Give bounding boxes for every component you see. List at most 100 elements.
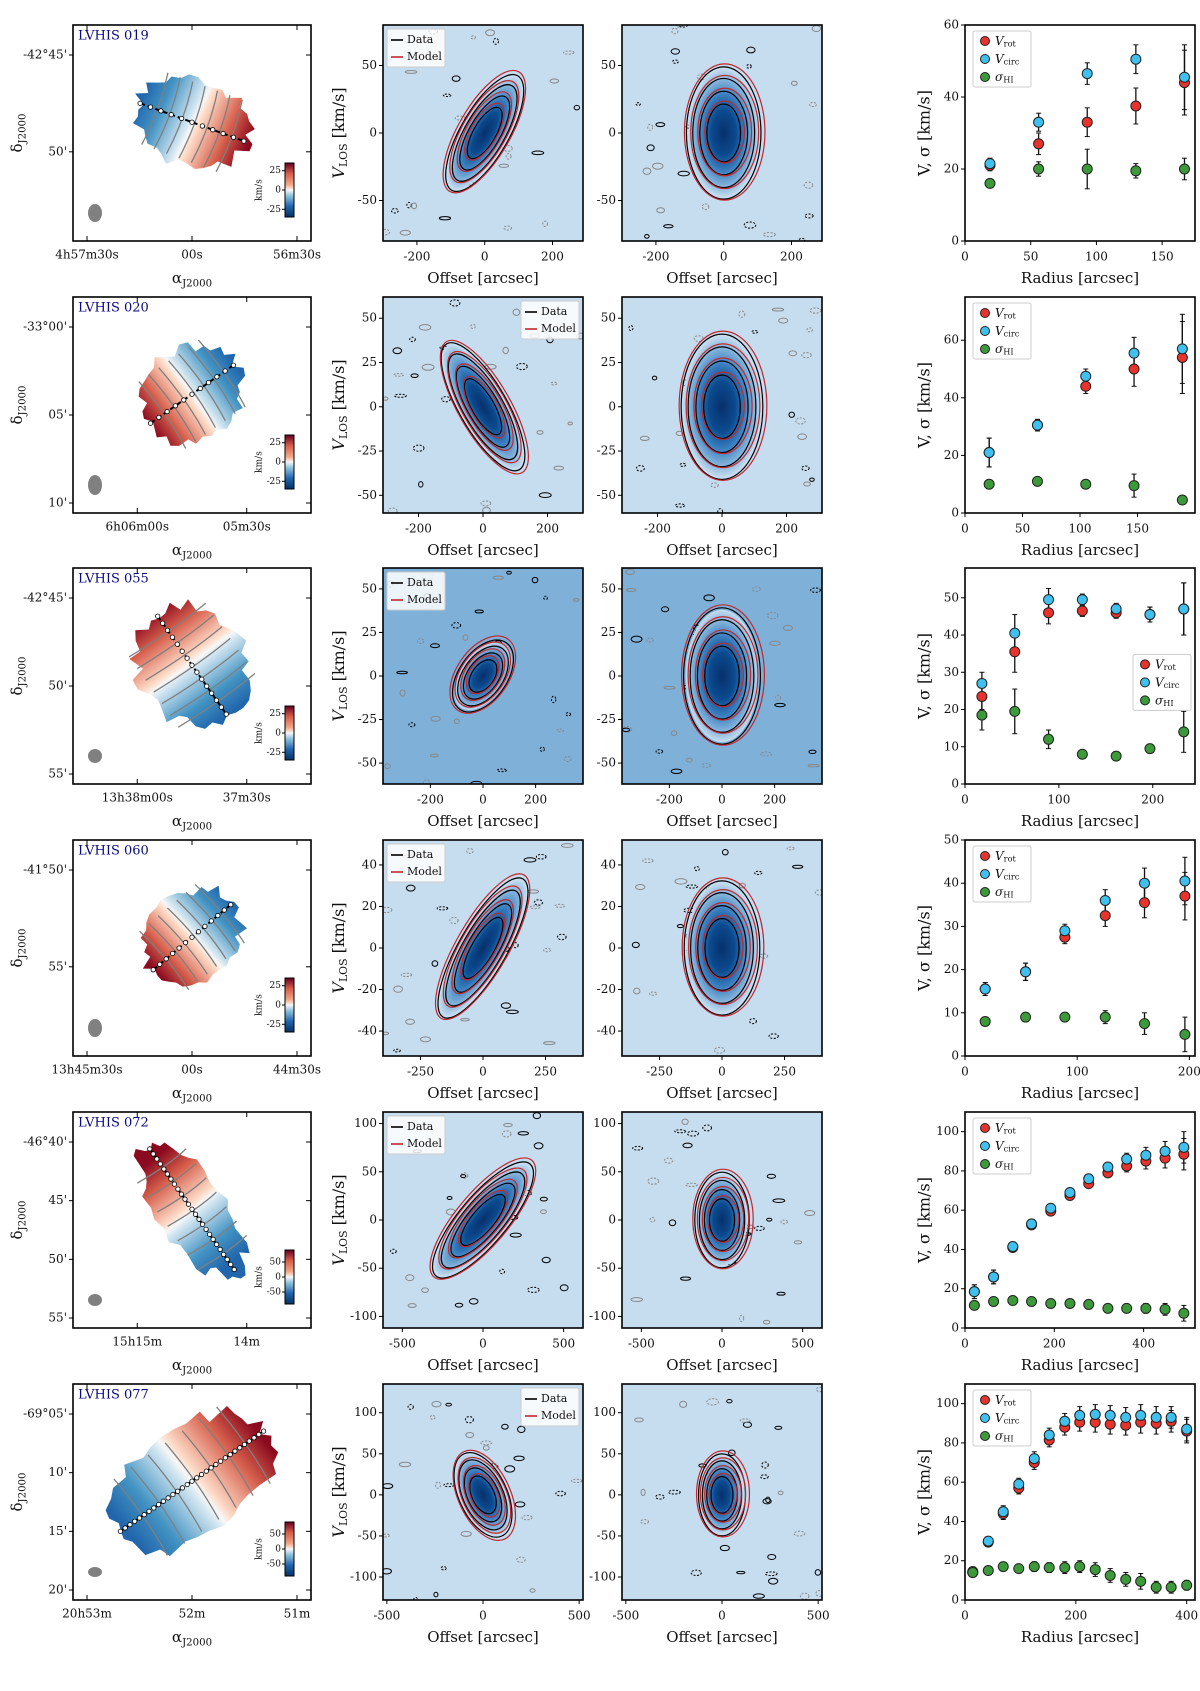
ring-position-marker xyxy=(192,1211,199,1217)
pv-y-tick-label: 50 xyxy=(362,1446,377,1460)
pv-y-tick-label: 0 xyxy=(608,941,616,955)
model-contour xyxy=(693,357,753,455)
legend-sigma-label: σHI xyxy=(995,342,1014,357)
ring-position-marker xyxy=(202,923,208,929)
iso-velocity-contour xyxy=(128,602,207,658)
model-contour xyxy=(439,339,529,475)
noise-contour xyxy=(430,715,441,722)
noise-contour xyxy=(655,749,664,754)
sigma-point xyxy=(1128,480,1140,492)
dec-tick-label: 05' xyxy=(48,408,67,422)
sigma-point xyxy=(1144,743,1156,755)
rc-x-tick-label: 200 xyxy=(1178,1065,1200,1079)
ring-position-marker xyxy=(178,1191,185,1197)
ra-tick-label: 13h38m00s xyxy=(102,791,173,805)
rc-y-axis-label: V, σ [km/s] xyxy=(915,362,934,449)
data-contour xyxy=(450,1182,516,1258)
data-contour xyxy=(687,346,757,468)
pv-y-tick-label: 100 xyxy=(593,1116,616,1130)
noise-contour xyxy=(480,500,492,507)
noise-contour xyxy=(766,1217,773,1222)
noise-contour xyxy=(801,465,810,472)
model-contour xyxy=(457,1189,509,1248)
noise-contour xyxy=(685,1182,698,1188)
ring-position-marker xyxy=(221,1251,227,1258)
noise-contour xyxy=(670,768,683,775)
vcirc-point xyxy=(1178,1141,1190,1153)
sigma-point xyxy=(1150,1581,1162,1593)
noise-contour xyxy=(573,598,580,602)
ra-tick-label: 13h45m30s xyxy=(51,1063,122,1077)
pv-y-tick-label: 25 xyxy=(362,625,377,639)
legend-vrot-label: Vrot xyxy=(995,849,1016,864)
ring-position-marker xyxy=(132,1518,138,1524)
ring-position-marker xyxy=(204,683,210,689)
pv-x-tick-label: 500 xyxy=(552,1337,575,1351)
noise-contour xyxy=(792,864,804,869)
noise-contour xyxy=(513,1455,525,1462)
noise-contour xyxy=(529,905,541,910)
ring-position-marker xyxy=(222,368,228,374)
noise-contour xyxy=(445,1402,452,1407)
pv-x-tick-label: 0 xyxy=(481,250,489,264)
data-contour xyxy=(704,645,740,707)
ring-position-marker xyxy=(155,1501,162,1508)
vcirc-point xyxy=(1081,68,1093,80)
noise-contour xyxy=(529,1588,536,1593)
pv-major-axis-panel: -40 -20 0 20 40 -250 0 250 Offset [arcsec] VLOS [… xyxy=(329,839,584,1102)
noise-contour xyxy=(701,203,710,211)
model-contour xyxy=(685,343,761,469)
ra-tick-label: 6h06m00s xyxy=(106,520,169,534)
pv-y-tick-label: -50 xyxy=(597,1528,616,1542)
pv-y-tick-label: -100 xyxy=(589,1309,616,1323)
pv-x-axis-label: Offset [arcsec] xyxy=(427,1356,539,1374)
data-contour xyxy=(458,1459,508,1531)
noise-contour xyxy=(412,444,425,452)
beam-ellipse xyxy=(88,749,102,763)
pv-contents xyxy=(622,568,821,775)
rc-y-tick-label: 20 xyxy=(944,702,959,716)
model-contour xyxy=(694,629,752,721)
noise-contour xyxy=(768,1577,779,1585)
noise-contour xyxy=(663,1157,674,1164)
map-x-axis-label: αJ2000 xyxy=(172,812,212,833)
pv-y-axis-label: VLOS [km/s] xyxy=(329,1174,350,1265)
noise-contour xyxy=(515,362,528,371)
pv-y-tick-label: -50 xyxy=(358,193,377,207)
noise-contour xyxy=(774,1425,783,1430)
noise-contour xyxy=(517,1131,530,1136)
noise-contour xyxy=(702,1124,712,1132)
beam-ellipse xyxy=(88,1019,102,1037)
noise-contour xyxy=(672,59,679,64)
ring-position-marker xyxy=(189,119,195,125)
rc-y-axis-label: V, σ [km/s] xyxy=(915,905,934,992)
noise-contour xyxy=(814,889,822,896)
noise-contour xyxy=(771,307,785,312)
noise-contour xyxy=(751,329,759,334)
noise-contour xyxy=(663,685,676,690)
rc-y-tick-label: 0 xyxy=(951,1321,959,1335)
pv-x-tick-label: 200 xyxy=(524,793,547,807)
model-contour xyxy=(681,877,765,1017)
rc-x-axis-label: Radius [arcsec] xyxy=(1021,269,1139,287)
noise-contour xyxy=(399,689,406,697)
noise-contour xyxy=(449,299,461,307)
sigma-point xyxy=(1130,165,1142,177)
legend-vrot-marker xyxy=(1140,659,1150,670)
dec-tick-label: 15' xyxy=(48,1524,67,1538)
noise-contour xyxy=(772,1198,786,1203)
noise-contour xyxy=(764,1571,778,1577)
model-contour xyxy=(456,91,513,172)
dec-tick-label: 50' xyxy=(48,679,67,693)
map-frame xyxy=(72,1111,312,1329)
vcirc-point xyxy=(1033,116,1045,128)
model-contour xyxy=(468,1473,501,1518)
legend-vrot-marker xyxy=(980,36,990,46)
pv-y-tick-label: 0 xyxy=(608,1213,616,1227)
vcirc-point xyxy=(1159,1145,1171,1157)
noise-contour xyxy=(719,1544,730,1552)
